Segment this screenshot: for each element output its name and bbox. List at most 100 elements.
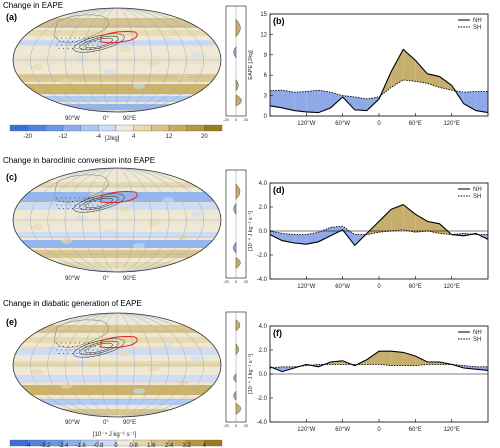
stipple-dot: [79, 197, 80, 199]
colorbar-conversion: -4 -3.2 -2.4 -1.6 -0.8 0 0.8 1.6 2.4 3.2 4: [9, 439, 223, 448]
difference-fill: [403, 49, 416, 82]
stipple-dot: [88, 37, 89, 39]
series-line-sh: [269, 79, 488, 100]
stipple-dot: [63, 346, 64, 347]
zonal-mean-lobe: [235, 183, 241, 200]
stipple-dot: [88, 349, 89, 351]
legend-label-sh: SH: [473, 25, 481, 31]
stipple-dot: [63, 208, 64, 209]
stipple-dot: [81, 41, 82, 42]
map-panel-c: [12, 167, 222, 273]
stipple-dot: [85, 201, 87, 202]
map-shading-patch: [205, 28, 218, 34]
stipple-dot: [90, 208, 91, 209]
zonal-mean-lobe: [233, 202, 237, 215]
colorbar-tick-label: 20: [201, 134, 208, 140]
stipple-dot: [97, 44, 98, 46]
map-shading-patch: [31, 64, 44, 70]
map-shading-patch: [147, 365, 160, 371]
difference-fill: [475, 91, 488, 113]
zonal-mean-lobe: [233, 373, 237, 383]
stipple-dot: [63, 48, 64, 49]
stipple-dot: [72, 201, 73, 202]
y-tick-label: -4.0: [257, 420, 268, 426]
stipple-dot: [72, 353, 73, 354]
stipple-dot: [76, 208, 78, 209]
zonal-mean-lobe: [235, 257, 241, 269]
difference-fill: [439, 76, 452, 91]
difference-fill: [330, 360, 343, 365]
stipple-dot: [92, 204, 94, 206]
map-shading-patch: [133, 388, 145, 394]
x-tick-label: 120°E: [443, 284, 459, 290]
series-line-nh: [269, 350, 489, 373]
map-shading-patch: [46, 41, 58, 47]
difference-fill: [294, 91, 307, 112]
zonal-mean-lobe: [235, 18, 241, 38]
stipple-dot: [90, 201, 91, 202]
difference-fill: [391, 204, 404, 231]
y-tick-label: 2.0: [259, 348, 268, 354]
stipple-dot: [94, 41, 96, 42]
stipple-dot: [56, 204, 58, 206]
x-tick-label: 120°E: [443, 427, 459, 433]
x-tick-label: 60°E: [409, 427, 422, 433]
colorbar-tick-label: -0.8: [93, 443, 104, 448]
x-tick-label: 120°W: [297, 121, 315, 127]
stipple-dot: [76, 41, 78, 42]
difference-fill: [415, 60, 428, 84]
stipple-dot: [99, 208, 100, 209]
difference-fill: [403, 204, 416, 233]
map-shading-patch: [104, 374, 116, 380]
colorbar-swatch: [186, 124, 205, 132]
stipple-dot: [88, 342, 89, 344]
stipple-dot: [88, 204, 89, 206]
difference-fill: [427, 221, 440, 234]
stipple-dot: [70, 197, 71, 199]
zonal-mean-strip-c: -20 0 20: [223, 169, 249, 284]
x-tick-label: 120°W: [297, 284, 315, 290]
colorbar-unit-eape: [J/kg]: [105, 136, 120, 142]
stipple-dot: [97, 349, 98, 351]
stipple-dot: [72, 48, 73, 49]
stipple-dot: [63, 41, 64, 42]
stipple-dot: [65, 349, 67, 351]
red-contour: [100, 191, 138, 204]
stipple-dot: [79, 342, 80, 344]
difference-fill: [270, 231, 283, 241]
stipple-dot: [61, 349, 62, 351]
colorbar-tick-label: 0: [114, 443, 118, 448]
difference-fill: [379, 209, 392, 233]
x-tick-label: 0: [377, 427, 381, 433]
stipple-dot: [92, 37, 94, 39]
stipple-dot: [81, 201, 82, 202]
difference-fill: [306, 90, 319, 113]
stipple-dot: [92, 342, 94, 344]
y-tick-label: 2.0: [259, 205, 268, 211]
stipple-dot: [94, 346, 96, 347]
map-shading-patch: [191, 51, 203, 57]
stipple-dot: [67, 48, 69, 49]
colorbar-tick-label: -3.2: [40, 443, 51, 448]
stipple-dot: [61, 197, 62, 199]
stipple-dot: [97, 342, 98, 344]
stipple-dot: [74, 44, 76, 46]
lon-label: 90°W: [65, 420, 80, 426]
map-shading-patch: [31, 369, 44, 375]
lon-label: 90°E: [123, 420, 136, 426]
colorbar-tick-label: 12: [166, 134, 173, 140]
stipple-dot: [81, 48, 82, 49]
legend-label-sh: SH: [473, 194, 481, 200]
map-shading-patch: [147, 60, 160, 66]
stipple-dot: [74, 204, 76, 206]
strip-tick-label: 0: [235, 423, 238, 428]
colorbar-tick-label: -4: [96, 134, 102, 140]
x-tick-label: 60°W: [335, 121, 350, 127]
contour-line: [85, 37, 113, 49]
map-outline: [12, 7, 222, 113]
map-shading-patch: [205, 333, 218, 339]
strip-tick-label: -20: [223, 117, 230, 122]
map-outline: [12, 167, 222, 273]
difference-fill: [282, 233, 295, 243]
stipple-dot: [83, 349, 85, 351]
